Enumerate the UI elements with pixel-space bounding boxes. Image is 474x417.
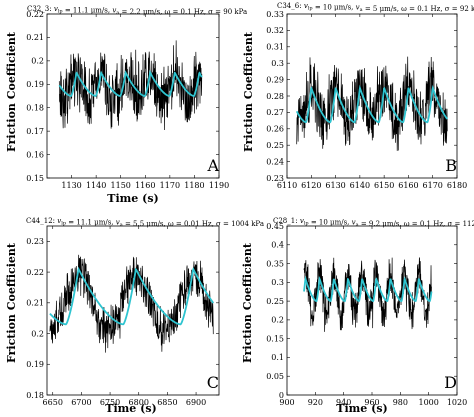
- panel-b-ytick-label: 0.26: [266, 125, 284, 134]
- panel-c-xtick-label: 6700: [71, 398, 91, 407]
- panel-c-title: C44_12: vlp = 11.1 μm/s, va = 5.5 μm/s, …: [26, 217, 264, 228]
- panel-c-frame: [46, 225, 220, 396]
- panel-a-xtick-label: 1150: [111, 181, 131, 190]
- panel-d-ytick-label: 0.15: [266, 334, 284, 343]
- panel-a-xtick-label: 1180: [184, 181, 204, 190]
- panel-c-xtick-label: 6850: [157, 398, 177, 407]
- panel-d-xtick-label: 940: [336, 398, 351, 407]
- panel-d-title: C28_1: vlp = 10 μm/s, va = 9.2 μm/s, ω =…: [273, 217, 474, 228]
- panel-d-xtick-label: 920: [308, 398, 323, 407]
- panel-d-raw-series: [303, 257, 432, 332]
- panel-d-ytick-label: 0.45: [266, 222, 284, 231]
- panel-c-xlabel: Time (s): [105, 402, 156, 415]
- panel-a: C32_3: vlp = 11.1 μm/s, va = 2.2 μm/s, ω…: [5, 5, 247, 205]
- panel-c-raw-series: [49, 254, 214, 353]
- panel-b-xtick-label: 6170: [423, 181, 443, 190]
- panel-b-ylabel: Friction Coefficient: [242, 31, 255, 152]
- panel-b-xtick-label: 6180: [447, 181, 467, 190]
- panel-b-xtick-label: 6110: [277, 181, 297, 190]
- panel-b-ytick-label: 0.27: [266, 108, 284, 117]
- panel-b-frame: [286, 13, 458, 179]
- panel-a-ytick-label: 0.16: [26, 150, 44, 159]
- panel-c-ytick-label: 0.18: [26, 391, 44, 400]
- panel-d-frame: [286, 225, 458, 396]
- panel-b-letter: B: [445, 156, 457, 175]
- panel-d-ylabel: Friction Coefficient: [241, 242, 254, 363]
- panel-b: C34_6: vlp = 10 μm/s, va = 5 μm/s, ω = 0…: [242, 2, 474, 190]
- panel-a-xtick-label: 1130: [61, 181, 81, 190]
- panel-b-ytick-label: 0.24: [266, 157, 284, 166]
- panel-b-ytick-label: 0.23: [266, 174, 284, 183]
- panel-d-xtick-label: 980: [393, 398, 408, 407]
- panel-c-letter: C: [207, 373, 219, 392]
- panel-c-ytick-label: 0.23: [26, 237, 44, 246]
- panel-a-ylabel: Friction Coefficient: [5, 31, 18, 152]
- panel-d-xtick-label: 960: [364, 398, 379, 407]
- panel-a-letter: A: [206, 156, 219, 175]
- panel-c: C44_12: vlp = 11.1 μm/s, va = 5.5 μm/s, …: [5, 217, 264, 415]
- panel-d-xlabel: Time (s): [336, 402, 387, 415]
- panel-d-ytick-label: 0.1: [271, 353, 284, 362]
- panel-d-ytick-label: 0.25: [266, 297, 284, 306]
- panel-a-xtick-label: 1170: [160, 181, 180, 190]
- panel-d: C28_1: vlp = 10 μm/s, va = 9.2 μm/s, ω =…: [241, 217, 474, 415]
- panel-a-smoothed-series: [58, 69, 203, 97]
- panel-d-xtick-label: 1000: [418, 398, 438, 407]
- panel-a-ytick-label: 0.18: [26, 104, 44, 113]
- panel-b-xtick-label: 6160: [398, 181, 418, 190]
- panel-d-ytick-label: 0: [279, 391, 284, 400]
- panel-a-xtick-label: 1190: [209, 181, 229, 190]
- panel-c-ytick-label: 0.21: [26, 299, 44, 308]
- panel-a-raw-series: [58, 40, 203, 131]
- panel-d-ytick-label: 0.05: [266, 372, 284, 381]
- panel-b-xtick-label: 6120: [301, 181, 321, 190]
- panel-d-ytick-label: 0.35: [266, 259, 284, 268]
- panel-a-frame: [46, 13, 220, 179]
- panel-a-xtick-label: 1160: [135, 181, 155, 190]
- panel-a-ytick-label: 0.19: [26, 80, 44, 89]
- panel-b-ytick-label: 0.25: [266, 141, 284, 150]
- panel-d-ytick-label: 0.4: [271, 241, 284, 250]
- panel-b-raw-series: [296, 56, 448, 151]
- panel-b-smoothed-series: [295, 84, 448, 124]
- panel-a-ytick-label: 0.17: [26, 127, 44, 136]
- panel-a-ytick-label: 0.2: [31, 57, 44, 66]
- panel-a-xlabel: Time (s): [107, 192, 158, 205]
- panel-d-letter: D: [444, 373, 457, 392]
- panel-d-xtick-label: 1020: [447, 398, 467, 407]
- panel-b-xtick-label: 6140: [350, 181, 370, 190]
- panel-c-ytick-label: 0.19: [26, 360, 44, 369]
- panel-c-ytick-label: 0.2: [31, 329, 44, 338]
- panel-c-xtick-label: 6750: [100, 398, 120, 407]
- panel-b-ytick-label: 0.32: [266, 26, 284, 35]
- panel-c-xtick-label: 6650: [43, 398, 63, 407]
- panel-a-xtick-label: 1140: [86, 181, 106, 190]
- panel-b-ytick-label: 0.3: [271, 59, 284, 68]
- panel-c-ylabel: Friction Coefficient: [5, 242, 18, 363]
- panel-a-title: C32_3: vlp = 11.1 μm/s, va = 2.2 μm/s, ω…: [27, 5, 247, 16]
- panel-d-ytick-label: 0.2: [271, 316, 284, 325]
- panel-a-ytick-label: 0.15: [26, 174, 44, 183]
- panel-b-title: C34_6: vlp = 10 μm/s, va = 5 μm/s, ω = 0…: [277, 2, 474, 13]
- panel-d-smoothed-series: [303, 275, 433, 303]
- panel-d-ytick-label: 0.3: [271, 278, 284, 287]
- panel-c-ytick-label: 0.22: [26, 268, 44, 277]
- panel-b-xtick-label: 6150: [374, 181, 394, 190]
- panel-c-xtick-label: 6900: [186, 398, 206, 407]
- panel-b-xtick-label: 6130: [325, 181, 345, 190]
- panel-b-ytick-label: 0.31: [266, 43, 284, 52]
- panel-d-xtick-label: 900: [279, 398, 294, 407]
- panel-b-ytick-label: 0.28: [266, 92, 284, 101]
- panel-a-ytick-label: 0.22: [26, 10, 44, 19]
- panel-b-ytick-label: 0.29: [266, 75, 284, 84]
- panel-c-xtick-label: 6800: [129, 398, 149, 407]
- panel-a-ytick-label: 0.21: [26, 33, 44, 42]
- panel-b-ytick-label: 0.33: [266, 10, 284, 19]
- panel-c-smoothed-series: [49, 266, 215, 326]
